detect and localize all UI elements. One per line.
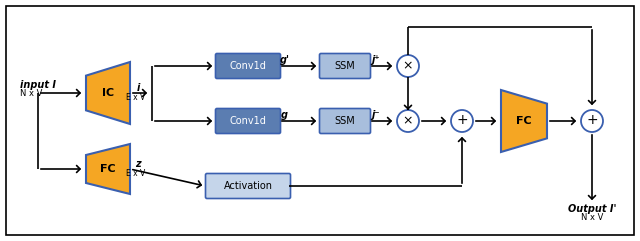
Text: ×: × <box>403 60 413 73</box>
Text: Activation: Activation <box>223 181 273 191</box>
Text: g: g <box>280 110 287 120</box>
Text: i: i <box>136 83 140 93</box>
FancyBboxPatch shape <box>319 108 371 134</box>
Text: Output I': Output I' <box>568 204 616 214</box>
Circle shape <box>397 110 419 132</box>
Text: g': g' <box>280 55 290 65</box>
Text: j⁻: j⁻ <box>371 110 380 120</box>
Text: input I: input I <box>20 80 56 90</box>
Text: FC: FC <box>516 116 532 126</box>
Text: +: + <box>456 113 468 127</box>
Text: +: + <box>586 113 598 127</box>
Text: FC: FC <box>100 164 116 174</box>
Text: Conv1d: Conv1d <box>230 116 266 126</box>
Polygon shape <box>86 144 130 194</box>
Circle shape <box>581 110 603 132</box>
Polygon shape <box>501 90 547 152</box>
Text: N x V: N x V <box>581 214 603 222</box>
Text: N x V: N x V <box>20 89 42 99</box>
FancyBboxPatch shape <box>216 54 280 79</box>
Polygon shape <box>86 62 130 124</box>
Text: SSM: SSM <box>335 61 355 71</box>
FancyBboxPatch shape <box>205 174 291 199</box>
Text: Conv1d: Conv1d <box>230 61 266 71</box>
Text: j⁺: j⁺ <box>372 55 380 65</box>
Text: SSM: SSM <box>335 116 355 126</box>
Text: E x V: E x V <box>126 94 146 102</box>
Circle shape <box>397 55 419 77</box>
Text: IC: IC <box>102 88 114 98</box>
FancyBboxPatch shape <box>319 54 371 79</box>
Text: z: z <box>135 159 141 169</box>
Text: ×: × <box>403 114 413 127</box>
Circle shape <box>451 110 473 132</box>
FancyBboxPatch shape <box>216 108 280 134</box>
Text: E x V: E x V <box>126 169 146 179</box>
